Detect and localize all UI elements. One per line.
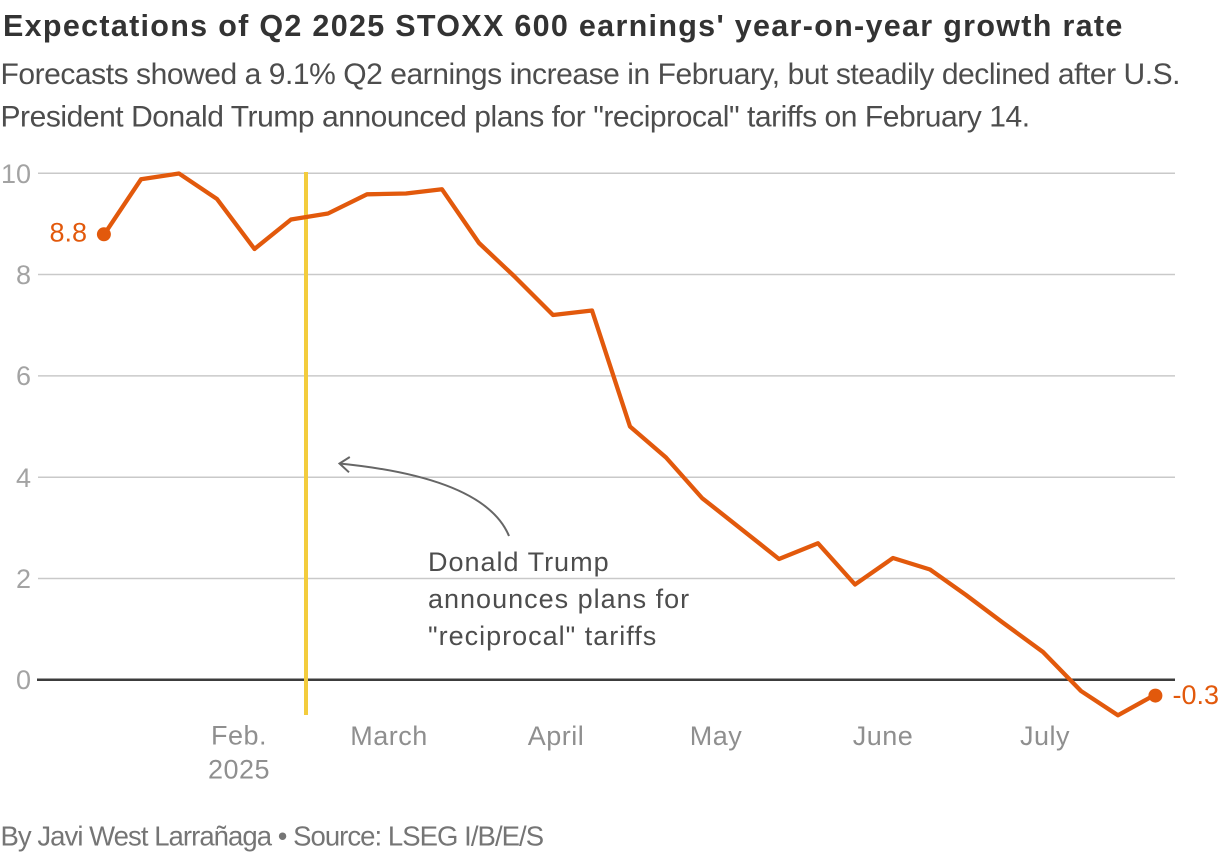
svg-text:President Donald Trump announc: President Donald Trump announced plans f…: [1, 100, 1030, 133]
svg-text:April: April: [528, 721, 585, 751]
svg-text:May: May: [690, 721, 743, 751]
svg-text:0: 0: [16, 665, 31, 695]
svg-text:8.8: 8.8: [49, 218, 87, 248]
svg-text:"reciprocal" tariffs: "reciprocal" tariffs: [428, 621, 657, 651]
svg-text:Forecasts showed a 9.1% Q2 ear: Forecasts showed a 9.1% Q2 earnings incr…: [1, 58, 1181, 91]
svg-text:announces plans for: announces plans for: [428, 584, 690, 614]
svg-text:4: 4: [16, 463, 31, 493]
svg-text:By Javi West Larrañaga • Sourc: By Javi West Larrañaga • Source: LSEG I/…: [1, 821, 544, 852]
svg-text:Feb.: Feb.: [211, 721, 267, 751]
svg-text:10: 10: [1, 159, 31, 189]
svg-text:2025: 2025: [208, 754, 270, 784]
svg-text:-0.3: -0.3: [1173, 680, 1220, 710]
svg-text:6: 6: [16, 361, 31, 391]
svg-text:8: 8: [16, 260, 31, 290]
svg-text:June: June: [853, 721, 914, 751]
svg-text:July: July: [1020, 721, 1070, 751]
svg-text:2: 2: [16, 564, 31, 594]
svg-text:Expectations of Q2 2025 STOXX: Expectations of Q2 2025 STOXX 600 earnin…: [3, 9, 1124, 43]
svg-text:March: March: [350, 721, 428, 751]
svg-text:Donald Trump: Donald Trump: [428, 547, 610, 577]
